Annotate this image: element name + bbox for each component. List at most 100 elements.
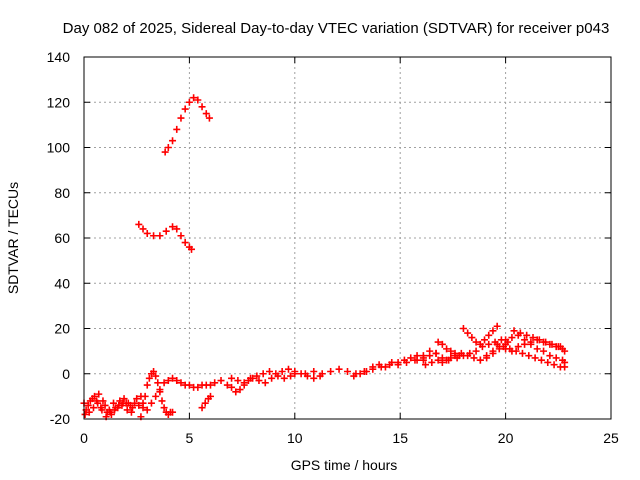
data-point-1-11 xyxy=(188,245,196,253)
data-point-4-9 xyxy=(119,399,127,407)
data-point-11-8 xyxy=(400,356,408,364)
series-track-late-d xyxy=(476,336,564,364)
data-point-18-8 xyxy=(527,338,535,346)
data-point-5-2 xyxy=(141,392,149,400)
data-point-4-3 xyxy=(94,399,102,407)
data-point-11-4 xyxy=(375,361,383,369)
data-point-4-2 xyxy=(89,404,97,412)
data-point-1-8 xyxy=(177,232,185,240)
data-point-2-1 xyxy=(84,401,92,409)
x-tick-label-2: 10 xyxy=(287,430,303,446)
data-point-8-14 xyxy=(287,372,295,380)
data-point-6-8 xyxy=(177,379,185,387)
data-point-17-6 xyxy=(540,347,548,355)
data-point-18-4 xyxy=(502,345,510,353)
data-point-14-14 xyxy=(493,322,501,330)
data-point-0-0 xyxy=(161,148,169,156)
data-point-5-3 xyxy=(143,381,151,389)
data-point-16-9 xyxy=(561,347,569,355)
data-point-1-5 xyxy=(162,227,170,235)
data-point-10-3 xyxy=(327,367,335,375)
data-point-5-11 xyxy=(160,404,168,412)
data-point-15-7 xyxy=(537,356,545,364)
data-point-16-0 xyxy=(510,327,518,335)
data-point-3-1 xyxy=(86,397,94,405)
data-point-4-8 xyxy=(115,401,123,409)
data-point-15-5 xyxy=(525,352,533,360)
data-point-18-9 xyxy=(533,336,541,344)
y-tick-label-7: 120 xyxy=(47,94,71,110)
data-point-9-2 xyxy=(240,379,248,387)
data-point-3-12 xyxy=(133,395,141,403)
data-point-13-4 xyxy=(443,356,451,364)
data-point-2-5 xyxy=(101,401,109,409)
y-tick-label-1: 0 xyxy=(62,366,70,382)
data-point-1-0 xyxy=(135,220,143,228)
data-point-5-10 xyxy=(158,397,166,405)
data-point-17-8 xyxy=(552,354,560,362)
data-point-9-13 xyxy=(310,374,318,382)
data-point-8-0 xyxy=(211,379,219,387)
data-point-18-11 xyxy=(546,340,554,348)
x-tick-label-1: 5 xyxy=(186,430,194,446)
data-point-12-0 xyxy=(413,356,421,364)
data-point-18-3 xyxy=(495,343,503,351)
data-point-6-3 xyxy=(156,386,164,394)
data-point-17-0 xyxy=(502,336,510,344)
data-point-14-10 xyxy=(476,340,484,348)
data-point-0-4 xyxy=(177,114,185,122)
data-point-13-0 xyxy=(421,361,429,369)
grid-lines xyxy=(84,57,611,419)
data-point-17-2 xyxy=(514,331,522,339)
data-point-15-9 xyxy=(550,361,558,369)
data-point-14-7 xyxy=(464,329,472,337)
data-point-0-6 xyxy=(185,98,193,106)
data-point-0-8 xyxy=(194,96,202,104)
data-point-14-5 xyxy=(455,352,463,360)
data-point-17-1 xyxy=(508,334,516,342)
data-point-15-4 xyxy=(518,349,526,357)
data-point-14-2 xyxy=(443,345,451,353)
data-point-13-2 xyxy=(434,356,442,364)
data-point-7-0 xyxy=(198,404,206,412)
plot-frame xyxy=(83,56,612,420)
data-point-2-12 xyxy=(131,399,139,407)
data-point-5-7 xyxy=(152,372,160,380)
data-point-17-5 xyxy=(533,345,541,353)
data-point-13-8 xyxy=(466,349,474,357)
data-point-12-3 xyxy=(432,349,440,357)
data-point-11-7 xyxy=(394,358,402,366)
data-point-6-2 xyxy=(152,392,160,400)
data-point-6-12 xyxy=(194,383,202,391)
data-point-10-1 xyxy=(310,367,318,375)
y-tick-label-2: 20 xyxy=(54,321,70,337)
y-tick-label-0: -20 xyxy=(50,411,70,427)
series-track-morning-b xyxy=(228,365,324,387)
data-point-4-10 xyxy=(123,406,131,414)
x-tick-label-0: 0 xyxy=(80,430,88,446)
y-axis-label: SDTVAR / TECUs xyxy=(5,182,21,294)
data-point-10-4 xyxy=(335,365,343,373)
data-point-4-0 xyxy=(81,410,89,418)
data-point-18-2 xyxy=(489,347,497,355)
data-point-12-1 xyxy=(419,352,427,360)
data-point-4-1 xyxy=(85,408,93,416)
chart-title: Day 082 of 2025, Sidereal Day-to-day VTE… xyxy=(63,20,610,37)
series-track-mid-arc xyxy=(135,220,196,253)
y-tick-label-3: 40 xyxy=(54,275,70,291)
data-point-14-9 xyxy=(472,338,480,346)
data-point-12-9 xyxy=(470,354,478,362)
data-point-18-7 xyxy=(521,340,529,348)
data-point-1-1 xyxy=(139,225,147,233)
data-point-8-1 xyxy=(217,377,225,385)
data-point-8-3 xyxy=(228,383,236,391)
data-point-1-6 xyxy=(169,223,177,231)
data-point-3-3 xyxy=(95,390,103,398)
series-track-high-arc xyxy=(161,94,213,156)
series-track-short xyxy=(198,392,214,412)
data-point-3-9 xyxy=(120,395,128,403)
data-point-11-9 xyxy=(407,354,415,362)
data-point-8-5 xyxy=(236,386,244,394)
data-point-11-6 xyxy=(388,358,396,366)
